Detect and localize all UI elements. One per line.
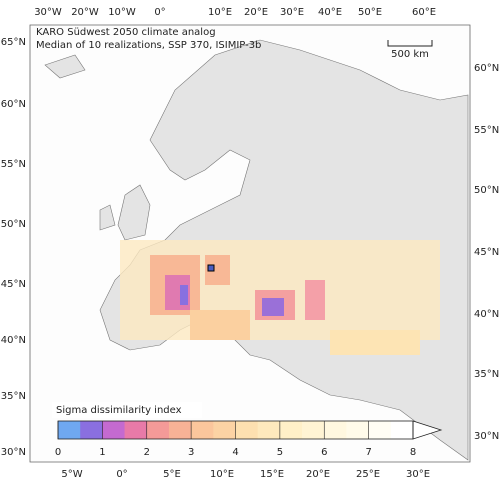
colorbar-segment — [80, 421, 103, 439]
latitude-label: 50°N — [1, 219, 26, 230]
latitude-label: 60°N — [474, 63, 499, 74]
colorbar-tick-label: 0 — [55, 447, 61, 458]
colorbar-segment — [124, 421, 148, 439]
longitude-label: 20°E — [306, 469, 330, 480]
colorbar-segment — [146, 421, 170, 439]
longitude-label: 0° — [116, 469, 127, 480]
map-title: KARO Südwest 2050 climate analog — [36, 27, 216, 38]
longitude-label: 0° — [154, 7, 165, 18]
colorbar-segment — [324, 421, 347, 439]
colorbar-segment — [191, 421, 214, 439]
latitude-label: 60°N — [1, 99, 26, 110]
colorbar-title-box — [52, 402, 202, 418]
latitude-label: 40°N — [474, 309, 499, 320]
colorbar-tick-label: 2 — [144, 447, 150, 458]
scale-bar: 500 km — [387, 40, 433, 60]
colorbar-segment — [235, 421, 259, 439]
latitude-label: 35°N — [474, 369, 499, 380]
longitude-label: 30°W — [34, 7, 62, 18]
longitude-label: 20°E — [244, 7, 268, 18]
longitude-label: 30°E — [280, 7, 304, 18]
latitude-label: 35°N — [1, 391, 26, 402]
longitude-label: 10°E — [210, 469, 234, 480]
colorbar-segment — [168, 421, 192, 439]
latitude-label: 65°N — [1, 37, 26, 48]
colorbar-tick-label: 7 — [365, 447, 371, 458]
latitude-label: 30°N — [1, 447, 26, 458]
colorbar-segment — [346, 421, 370, 439]
colorbar-segment — [279, 421, 303, 439]
latitude-label: 30°N — [474, 431, 499, 442]
longitude-label: 60°E — [412, 7, 436, 18]
longitude-label: 30°E — [406, 469, 430, 480]
colorbar-tick-label: 1 — [99, 447, 105, 458]
colorbar-segment — [368, 421, 392, 439]
latitude-label: 55°N — [474, 125, 499, 136]
colorbar-segment — [390, 421, 414, 439]
colorbar-tick-label: 5 — [277, 447, 283, 458]
map-subtitle: Median of 10 realizations, SSP 370, ISIM… — [36, 40, 261, 51]
latitude-label: 50°N — [474, 185, 499, 196]
longitude-label: 10°W — [108, 7, 136, 18]
colorbar-segment — [58, 421, 81, 439]
colorbar-tick-label: 4 — [232, 447, 238, 458]
longitude-label: 40°E — [318, 7, 342, 18]
colorbar-tick-label: 3 — [188, 447, 194, 458]
colorbar-segment — [302, 421, 325, 439]
scale-bar-label: 500 km — [391, 49, 429, 60]
colorbar-segment — [213, 421, 236, 439]
longitude-label: 5°W — [61, 469, 82, 480]
colorbar-segment — [257, 421, 281, 439]
colorbar-tick-label: 6 — [321, 447, 327, 458]
colorbar: 0 1 2 3 4 5 6 7 8 — [55, 420, 443, 458]
latitude-label: 45°N — [1, 279, 26, 290]
colorbar-title: Sigma dissimilarity index — [56, 405, 182, 416]
latitude-label: 55°N — [1, 159, 26, 170]
longitude-label: 15°E — [260, 469, 284, 480]
longitude-label: 5°E — [163, 469, 181, 480]
longitude-label: 25°E — [356, 469, 380, 480]
colorbar-segment — [102, 421, 126, 439]
longitude-label: 50°E — [358, 7, 382, 18]
colorbar-tick-label: 8 — [410, 447, 416, 458]
longitude-label: 20°W — [71, 7, 99, 18]
longitude-label: 10°E — [208, 7, 232, 18]
latitude-label: 40°N — [1, 335, 26, 346]
latitude-label: 45°N — [474, 247, 499, 258]
heat-field — [120, 240, 440, 355]
